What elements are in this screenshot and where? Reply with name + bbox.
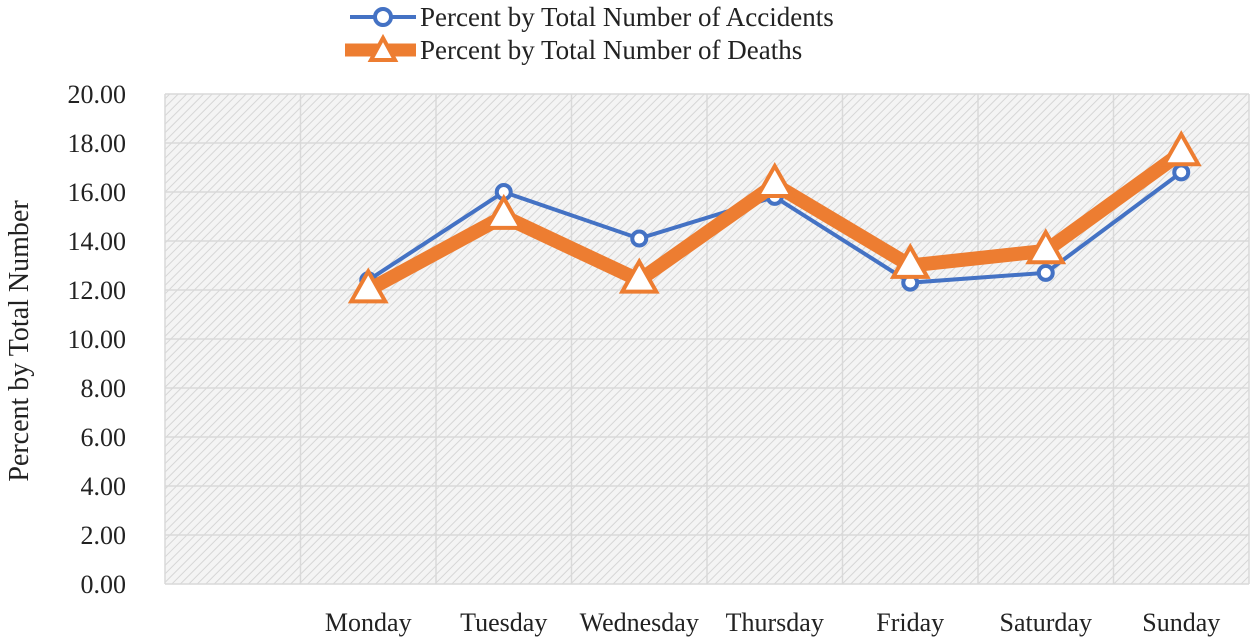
legend-marker-circle-icon — [373, 7, 393, 27]
point-deaths-thursday[interactable] — [754, 161, 796, 199]
legend-item-deaths[interactable]: Percent by Total Number of Deaths — [345, 33, 802, 65]
y-tick-label: 8.00 — [81, 374, 127, 403]
point-deaths-sunday[interactable] — [1160, 130, 1202, 167]
legend-label-deaths: Percent by Total Number of Deaths — [420, 35, 802, 65]
y-tick-label: 0.00 — [81, 570, 127, 599]
point-deaths-monday[interactable] — [347, 267, 389, 304]
y-tick-label: 10.00 — [68, 325, 127, 354]
legend-label-accidents: Percent by Total Number of Accidents — [420, 2, 834, 32]
y-tick-label: 20.00 — [68, 80, 127, 109]
y-tick-label: 2.00 — [81, 521, 127, 550]
x-axis-ticks: Monday Tuesday Wednesday Thursday Friday Satu… — [325, 608, 1220, 637]
series-lines — [347, 130, 1202, 304]
legend: Percent by Total Number of Accidents Per… — [345, 2, 834, 65]
legend-item-accidents[interactable]: Percent by Total Number of Accidents — [350, 2, 834, 32]
y-tick-label: 4.00 — [81, 472, 127, 501]
point-deaths-wednesday[interactable] — [618, 257, 660, 294]
gridlines — [164, 93, 1250, 585]
y-axis-ticks: 0.00 2.00 4.00 6.00 8.00 10.00 12.00 14.00 16.00… — [68, 80, 127, 599]
y-axis-label: Percent by Total Number — [4, 200, 35, 482]
point-deaths-tuesday[interactable] — [483, 193, 525, 230]
y-tick-label: 14.00 — [68, 227, 127, 256]
x-tick-label: Tuesday — [460, 608, 547, 637]
legend-marker-triangle-icon — [367, 33, 399, 62]
x-tick-label: Thursday — [726, 608, 824, 637]
x-tick-label: Monday — [325, 608, 412, 637]
point-accidents-saturday[interactable] — [1036, 263, 1055, 282]
x-tick-label: Sunday — [1142, 608, 1220, 637]
y-tick-label: 12.00 — [68, 276, 127, 305]
point-accidents-sunday[interactable] — [1172, 163, 1191, 182]
point-deaths-saturday[interactable] — [1025, 228, 1067, 265]
y-tick-label: 6.00 — [81, 423, 127, 452]
x-tick-label: Saturday — [1000, 608, 1092, 637]
x-tick-label: Wednesday — [580, 608, 699, 637]
point-accidents-wednesday[interactable] — [630, 229, 649, 248]
point-deaths-friday[interactable] — [889, 242, 931, 279]
y-tick-label: 16.00 — [68, 178, 127, 207]
y-tick-label: 18.00 — [68, 129, 127, 158]
x-tick-label: Friday — [876, 608, 944, 637]
